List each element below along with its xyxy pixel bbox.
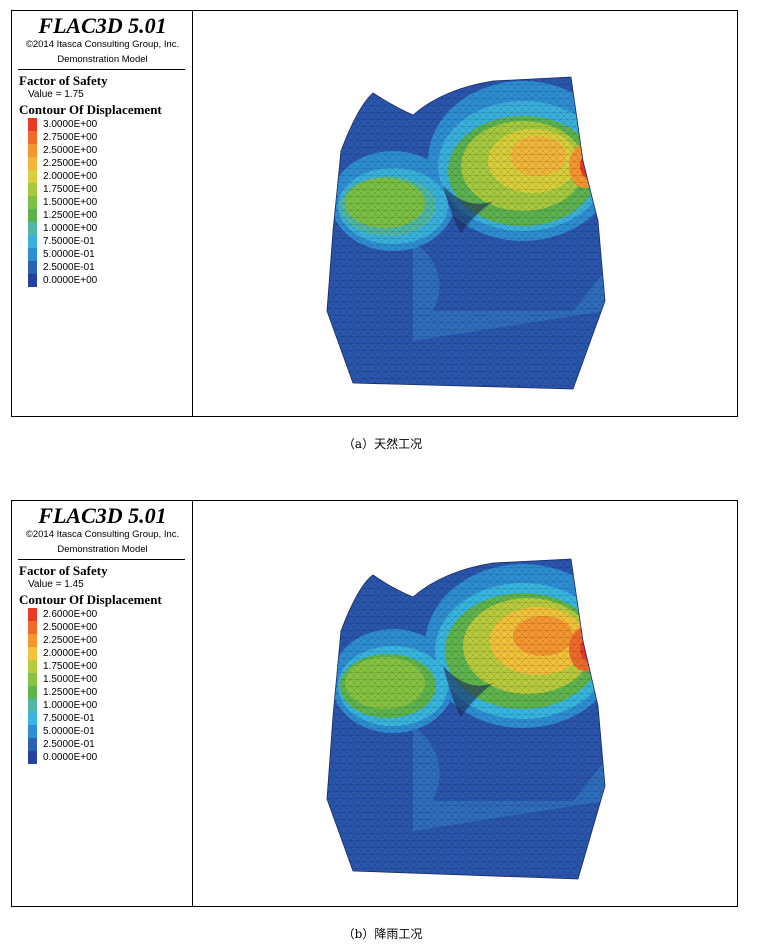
copyright-text: ©2014 Itasca Consulting Group, Inc. xyxy=(25,529,180,540)
legend-level-label: 2.5000E+00 xyxy=(43,622,98,633)
model-view xyxy=(193,501,737,906)
legend-level-label: 2.6000E+00 xyxy=(43,609,98,620)
legend-swatch xyxy=(28,725,37,738)
legend-level-label: 1.2500E+00 xyxy=(43,210,98,221)
fos-value: Value = 1.75 xyxy=(28,89,84,100)
legend-swatch xyxy=(28,751,37,764)
software-title: FLAC3D 5.01 xyxy=(38,503,167,528)
legend-swatch xyxy=(28,608,37,621)
divider xyxy=(18,559,185,560)
legend-swatch xyxy=(28,634,37,647)
legend-level-label: 1.0000E+00 xyxy=(43,223,98,234)
legend-swatch xyxy=(28,274,37,287)
legend-level-label: 0.0000E+00 xyxy=(43,275,98,286)
legend-level-label: 2.0000E+00 xyxy=(43,648,98,659)
legend-swatch xyxy=(28,261,37,274)
divider xyxy=(18,69,185,70)
model-name: Demonstration Model xyxy=(57,54,148,65)
slope-model-render xyxy=(326,558,606,880)
legend-swatch xyxy=(28,712,37,725)
contour-heading: Contour Of Displacement xyxy=(19,102,162,117)
slope-model-render xyxy=(326,76,606,390)
software-title: FLAC3D 5.01 xyxy=(38,13,167,38)
legend-swatch xyxy=(28,699,37,712)
legend-swatch xyxy=(28,157,37,170)
contour-heading: Contour Of Displacement xyxy=(19,592,162,607)
fos-heading: Factor of Safety xyxy=(19,563,108,578)
legend-level-label: 1.5000E+00 xyxy=(43,197,98,208)
legend-swatch xyxy=(28,686,37,699)
legend-swatch xyxy=(28,131,37,144)
legend-level-label: 2.2500E+00 xyxy=(43,158,98,169)
legend-level-label: 1.7500E+00 xyxy=(43,661,98,672)
copyright-text: ©2014 Itasca Consulting Group, Inc. xyxy=(25,39,180,50)
legend-level-label: 0.0000E+00 xyxy=(43,752,98,763)
legend-swatch xyxy=(28,222,37,235)
legend-swatch xyxy=(28,248,37,261)
legend-swatch xyxy=(28,673,37,686)
legend-swatch xyxy=(28,235,37,248)
legend-level-label: 2.2500E+00 xyxy=(43,635,98,646)
legend-level-label: 2.7500E+00 xyxy=(43,132,98,143)
fos-value: Value = 1.45 xyxy=(28,579,84,590)
legend-level-label: 5.0000E-01 xyxy=(43,726,95,737)
legend-level-label: 1.5000E+00 xyxy=(43,674,98,685)
legend-level-label: 1.2500E+00 xyxy=(43,687,98,698)
figure-panel-b: FLAC3D 5.01 ©2014 Itasca Consulting Grou… xyxy=(11,500,738,907)
legend-swatch xyxy=(28,647,37,660)
legend-level-label: 2.5000E-01 xyxy=(43,262,95,273)
caption-b: （b）降雨工况 xyxy=(342,927,423,941)
legend-swatch xyxy=(28,660,37,673)
legend-swatch xyxy=(28,196,37,209)
model-view xyxy=(193,11,737,416)
legend-level-label: 2.0000E+00 xyxy=(43,171,98,182)
legend-swatch xyxy=(28,144,37,157)
legend-swatch xyxy=(28,738,37,751)
legend-level-label: 3.0000E+00 xyxy=(43,119,98,130)
legend-swatch xyxy=(28,621,37,634)
legend-panel: FLAC3D 5.01 ©2014 Itasca Consulting Grou… xyxy=(12,501,193,906)
legend-swatch xyxy=(28,209,37,222)
fos-heading: Factor of Safety xyxy=(19,73,108,88)
legend-level-label: 7.5000E-01 xyxy=(43,236,95,247)
caption-a: （a）天然工况 xyxy=(342,437,423,451)
legend-level-label: 5.0000E-01 xyxy=(43,249,95,260)
legend-level-label: 2.5000E-01 xyxy=(43,739,95,750)
legend-level-label: 7.5000E-01 xyxy=(43,713,95,724)
legend-swatch xyxy=(28,183,37,196)
legend-panel: FLAC3D 5.01 ©2014 Itasca Consulting Grou… xyxy=(12,11,193,416)
legend-level-label: 1.7500E+00 xyxy=(43,184,98,195)
legend-level-label: 1.0000E+00 xyxy=(43,700,98,711)
model-name: Demonstration Model xyxy=(57,544,148,555)
legend-swatch xyxy=(28,170,37,183)
legend-swatch xyxy=(28,118,37,131)
legend-level-label: 2.5000E+00 xyxy=(43,145,98,156)
figure-panel-a: FLAC3D 5.01 ©2014 Itasca Consulting Grou… xyxy=(11,10,738,417)
